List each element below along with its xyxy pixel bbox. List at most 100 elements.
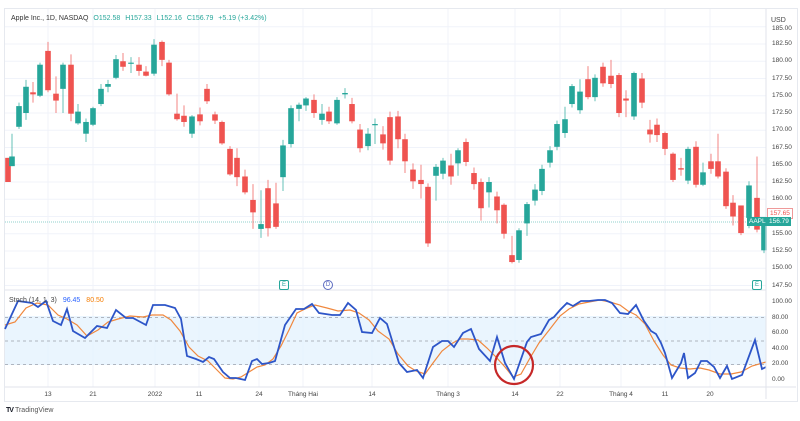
candle: [311, 94, 317, 118]
stoch-band: [5, 316, 766, 365]
candle: [75, 104, 81, 125]
candle: [608, 59, 614, 89]
low-value: L152.16: [156, 15, 182, 22]
candle: [494, 191, 500, 224]
price-tick: 155.00: [772, 229, 792, 237]
candle: [380, 126, 386, 150]
candle: [83, 118, 89, 142]
candle: [212, 111, 218, 125]
candle: [265, 179, 271, 237]
candle: [715, 133, 721, 179]
candle: [136, 57, 142, 76]
candle: [128, 57, 134, 73]
candle: [700, 162, 706, 187]
candle: [395, 110, 401, 149]
time-tick: 2022: [147, 391, 163, 398]
candle: [159, 40, 165, 67]
stoch-d-value: 80.50: [86, 297, 104, 304]
symbol-tag: AAPL: [747, 217, 768, 226]
change-value: +5.19 (+3.42%): [218, 15, 267, 22]
stoch-tick: 40.00: [772, 344, 789, 352]
stoch-tick: 20.00: [772, 360, 789, 368]
symbol-info: Apple Inc., 1D, NASDAQ: [11, 15, 89, 22]
last-price-tag: 156.79: [767, 217, 791, 226]
earnings-icon[interactable]: E: [752, 280, 762, 290]
candle: [623, 90, 629, 118]
candle: [547, 146, 553, 168]
time-tick: 11: [195, 391, 203, 398]
candle: [219, 120, 225, 145]
candle: [402, 133, 408, 174]
stoch-k-value: 96.45: [62, 297, 81, 304]
candle: [585, 66, 591, 100]
candle: [105, 79, 111, 93]
candle: [342, 88, 348, 99]
candle: [296, 102, 302, 122]
open-value: O152.58: [93, 15, 121, 22]
price-tick: 172.50: [772, 109, 792, 116]
candle: [418, 164, 424, 199]
candle: [562, 106, 568, 138]
price-tick: 175.00: [772, 91, 792, 99]
candle: [250, 184, 256, 229]
stoch-legend: Stoch (14, 1, 3) 96.45 80.50: [9, 297, 104, 304]
close-value: C156.79: [186, 15, 214, 22]
candle: [68, 54, 74, 122]
candle: [448, 153, 454, 185]
candle: [120, 52, 126, 71]
dividend-icon[interactable]: D: [323, 280, 333, 290]
candle: [349, 97, 355, 124]
time-tick: 14: [368, 391, 376, 398]
time-tick: Tháng 3: [436, 391, 460, 398]
price-tick: 150.00: [772, 264, 792, 272]
price-tick: 152.50: [772, 247, 792, 254]
price-tick: 182.50: [772, 40, 792, 47]
candle: [319, 104, 325, 125]
candle: [258, 190, 264, 238]
earnings-icon[interactable]: E: [279, 280, 289, 290]
candle: [516, 228, 522, 263]
candles: [5, 39, 767, 264]
candle: [455, 148, 461, 176]
candle: [723, 168, 729, 209]
candle: [730, 195, 736, 226]
candle: [53, 76, 59, 113]
candle: [532, 184, 538, 206]
time-tick: 24: [255, 391, 263, 398]
high-value: H157.33: [125, 15, 152, 22]
candle: [670, 152, 676, 182]
candle: [303, 97, 309, 111]
candle: [143, 66, 149, 77]
time-tick: 14: [511, 391, 519, 398]
candle: [738, 205, 744, 236]
candle: [433, 164, 439, 201]
candle: [326, 106, 332, 125]
candle: [37, 62, 43, 98]
time-tick: 13: [44, 391, 52, 398]
candle: [478, 178, 484, 221]
stoch-tick: 60.00: [772, 329, 789, 337]
candle: [189, 115, 195, 138]
candle: [113, 55, 119, 80]
candle: [471, 167, 477, 190]
chart-frame: [4, 8, 798, 402]
price-tick: 185.00: [772, 25, 792, 32]
candle: [577, 79, 583, 114]
price-tick: 170.00: [772, 126, 792, 134]
price-tick: 162.50: [772, 178, 792, 185]
stoch-tick: 80.00: [772, 313, 789, 321]
candle: [569, 84, 575, 108]
candle: [273, 182, 279, 229]
candle: [197, 107, 203, 126]
stoch-tick: 100.00: [772, 298, 792, 305]
candle: [227, 146, 233, 176]
tradingview-brand[interactable]: TV TradingView: [6, 407, 53, 414]
candle: [639, 72, 645, 109]
time-tick: 22: [556, 391, 564, 398]
candle: [600, 62, 606, 87]
candle: [372, 118, 378, 145]
price-tick: 160.00: [772, 195, 792, 203]
candle: [16, 102, 22, 129]
candle: [486, 177, 492, 208]
